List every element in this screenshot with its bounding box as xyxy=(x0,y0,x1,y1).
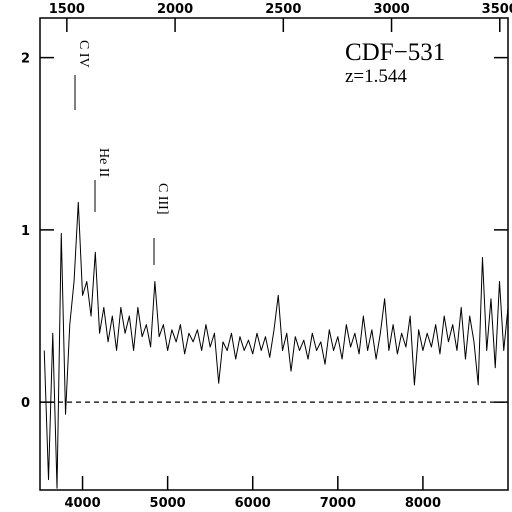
x2-tick-label: 2000 xyxy=(157,2,193,17)
x2-tick-label: 1500 xyxy=(49,2,85,17)
x2-tick-label: 3500 xyxy=(482,2,512,17)
line-label: C III] xyxy=(155,183,170,215)
line-label: He II xyxy=(96,148,111,177)
x-tick-label: 5000 xyxy=(150,496,186,511)
x2-tick-label: 3000 xyxy=(373,2,409,17)
x-tick-label: 7000 xyxy=(320,496,356,511)
x-tick-label: 4000 xyxy=(64,496,100,511)
x-tick-label: 8000 xyxy=(405,496,441,511)
x2-tick-label: 2500 xyxy=(265,2,301,17)
y-tick-label: 1 xyxy=(21,224,30,239)
x-tick-label: 6000 xyxy=(235,496,271,511)
chart-title: CDF−531 xyxy=(345,39,445,66)
spectrum-line xyxy=(43,201,508,489)
y-tick-label: 0 xyxy=(21,396,30,411)
y-tick-label: 2 xyxy=(21,52,30,67)
line-label: C IV xyxy=(76,40,91,68)
chart-subtitle: z=1.544 xyxy=(345,66,407,87)
plot-frame xyxy=(39,17,509,491)
